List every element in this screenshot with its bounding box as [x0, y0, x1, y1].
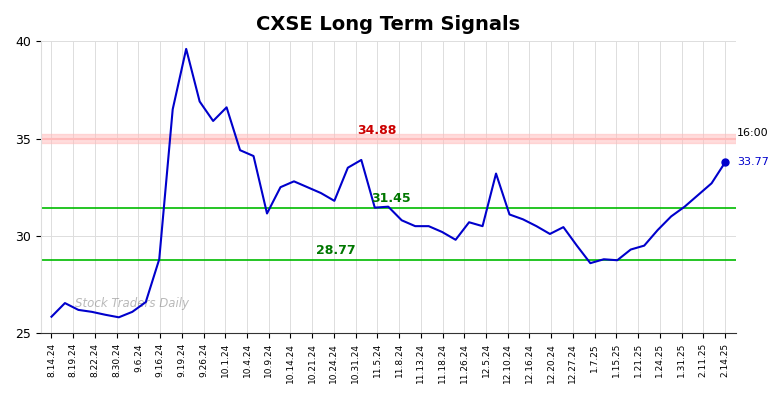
- Text: 28.77: 28.77: [316, 244, 355, 257]
- Text: 16:00: 16:00: [737, 128, 769, 138]
- Text: Stock Traders Daily: Stock Traders Daily: [75, 297, 190, 310]
- Bar: [41, 134, 736, 143]
- Text: 34.88: 34.88: [358, 124, 397, 137]
- Text: 33.77: 33.77: [737, 158, 769, 168]
- Title: CXSE Long Term Signals: CXSE Long Term Signals: [256, 15, 521, 34]
- Text: 31.45: 31.45: [372, 192, 411, 205]
